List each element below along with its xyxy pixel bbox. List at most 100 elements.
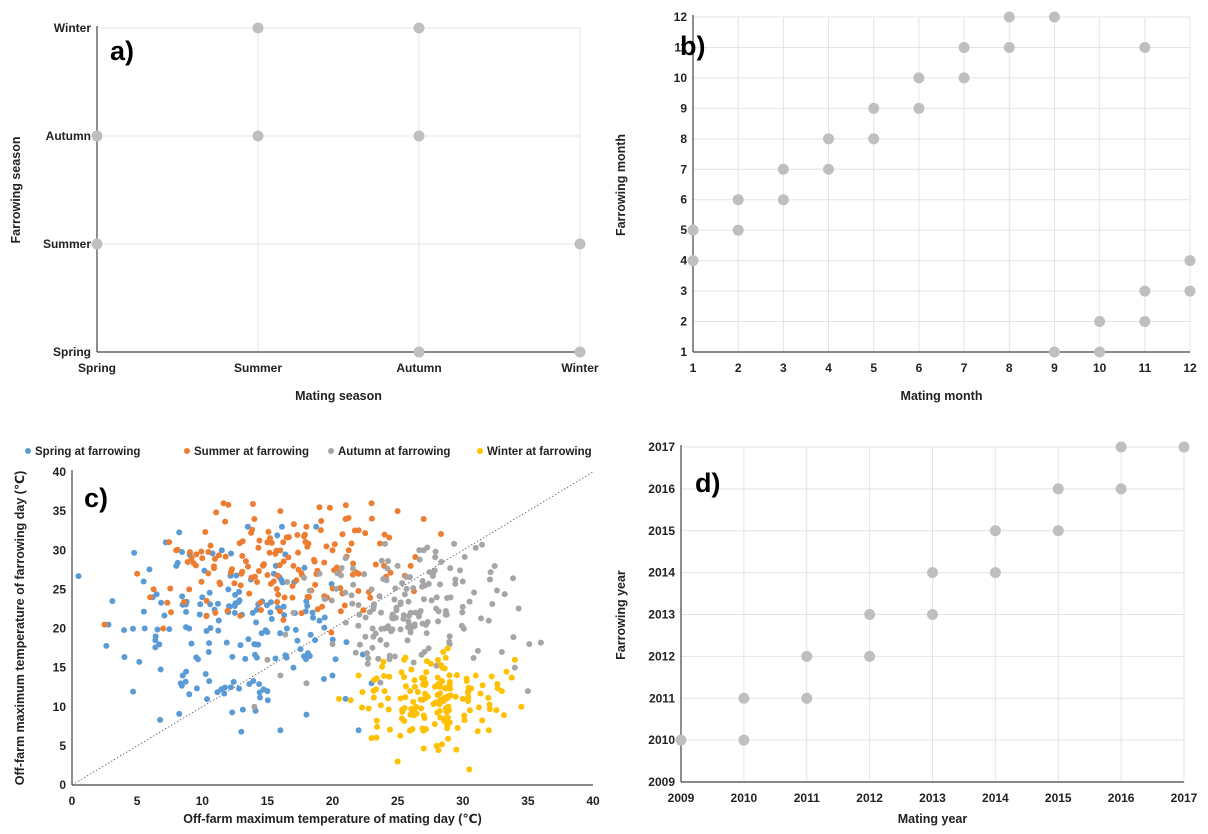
data-point-spring — [303, 711, 310, 718]
data-point-autumn — [404, 637, 411, 644]
data-point-spring — [154, 626, 161, 633]
y-tick-label: 11 — [674, 40, 687, 54]
data-point-winter — [486, 701, 493, 708]
data-point — [777, 163, 789, 175]
data-point-autumn — [466, 598, 473, 605]
data-point-winter — [421, 714, 428, 721]
data-point-spring — [229, 709, 236, 716]
data-point-summer — [329, 547, 336, 554]
data-point-spring — [307, 631, 314, 638]
data-point-winter — [442, 654, 449, 661]
data-point-summer — [367, 594, 374, 601]
y-tick-label: 10 — [53, 700, 67, 714]
data-point-summer — [412, 554, 419, 561]
data-point-winter — [463, 677, 470, 684]
data-point-spring — [121, 653, 128, 660]
data-point-spring — [239, 706, 246, 713]
data-point — [738, 734, 750, 746]
data-point-spring — [290, 664, 297, 671]
data-point-winter — [440, 648, 447, 655]
data-point-winter — [381, 673, 388, 680]
data-point-summer — [283, 534, 290, 541]
data-point-winter — [466, 766, 473, 773]
data-point-winter — [411, 677, 418, 684]
data-point-autumn — [419, 578, 426, 585]
data-point-winter — [377, 702, 384, 709]
data-point — [927, 567, 938, 579]
x-tick-label: 2016 — [1108, 791, 1135, 805]
data-point — [1052, 483, 1064, 495]
data-point-summer — [222, 518, 229, 525]
data-point-autumn — [382, 540, 389, 547]
x-tick-label: 40 — [586, 794, 600, 808]
data-point-summer — [239, 568, 246, 575]
data-point-winter — [402, 654, 409, 661]
data-point-winter — [410, 706, 417, 713]
data-point-winter — [500, 712, 507, 719]
data-point — [1139, 41, 1151, 53]
data-point-spring — [274, 532, 281, 539]
data-point-spring — [223, 639, 230, 646]
data-point-summer — [192, 562, 199, 569]
data-point — [574, 346, 586, 358]
x-tick-label: Spring — [78, 361, 116, 375]
data-point — [989, 525, 1001, 537]
y-tick-label: 40 — [53, 465, 67, 479]
data-point-autumn — [452, 580, 459, 587]
x-tick-label: 20 — [326, 794, 340, 808]
data-point-autumn — [355, 602, 362, 609]
data-point-autumn — [456, 567, 463, 574]
data-point-summer — [293, 577, 300, 584]
data-point-summer — [301, 531, 308, 538]
data-point-autumn — [432, 548, 439, 555]
y-tick-label: 2016 — [648, 482, 675, 496]
data-point-summer — [280, 558, 287, 565]
y-tick-label: 20 — [53, 622, 67, 636]
data-point-summer — [362, 530, 369, 537]
data-point-summer — [276, 562, 283, 569]
data-point-summer — [246, 590, 253, 597]
data-point-autumn — [356, 641, 363, 648]
data-point-winter — [431, 721, 438, 728]
x-tick-label: 30 — [456, 794, 470, 808]
data-point-spring — [225, 586, 232, 593]
x-tick-label: 11 — [1138, 361, 1151, 375]
y-tick-label: 2011 — [649, 691, 675, 705]
data-point-spring — [206, 589, 213, 596]
data-point-summer — [290, 521, 297, 528]
y-tick-label: Summer — [43, 237, 91, 251]
data-point-summer — [276, 608, 283, 615]
data-point-autumn — [429, 572, 436, 579]
data-point-autumn — [478, 615, 485, 622]
data-point-winter — [479, 717, 486, 724]
data-point — [1178, 441, 1190, 453]
data-point — [1052, 525, 1064, 537]
data-point-winter — [494, 680, 501, 687]
data-point-summer — [323, 543, 330, 550]
data-point-autumn — [438, 558, 445, 565]
data-point-autumn — [329, 641, 336, 648]
x-tick-label: 8 — [1006, 361, 1013, 375]
data-point-spring — [188, 640, 195, 647]
data-point-summer — [202, 528, 209, 535]
data-point-winter — [373, 686, 380, 693]
data-point-summer — [270, 578, 277, 585]
data-point-spring — [196, 611, 203, 618]
data-point-spring — [157, 666, 164, 673]
data-point-autumn — [378, 557, 385, 564]
data-point-autumn — [470, 655, 477, 662]
data-point-summer — [318, 518, 325, 525]
data-point-summer — [260, 561, 267, 568]
data-point-winter — [493, 707, 500, 714]
data-point-autumn — [489, 601, 496, 608]
x-axis-title: Off-farm maximum temperature of mating d… — [183, 812, 482, 826]
data-point-summer — [268, 539, 275, 546]
data-point-spring — [75, 573, 82, 580]
data-point-summer — [231, 580, 238, 587]
data-point-summer — [160, 625, 167, 632]
data-point-summer — [203, 613, 210, 620]
y-tick-label: 1 — [680, 345, 687, 359]
data-point-spring — [227, 684, 234, 691]
data-point-spring — [179, 548, 186, 555]
data-point-spring — [321, 624, 328, 631]
